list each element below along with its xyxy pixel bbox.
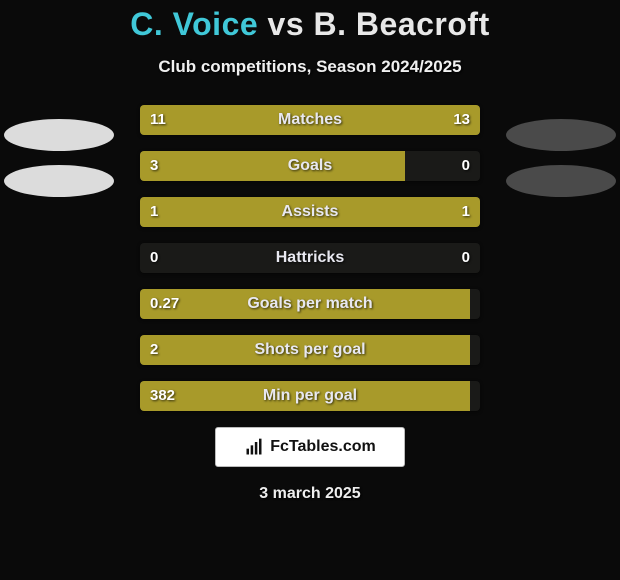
bar-chart-icon xyxy=(244,437,264,457)
stat-row: 00Hattricks xyxy=(140,243,480,273)
stat-bar-right xyxy=(296,105,480,135)
stat-bar-left xyxy=(140,197,310,227)
stats-area: 1113Matches 30Goals 11Assists 00Hattricks 0.… xyxy=(0,105,620,411)
comparison-card: C. Voice vs B. Beacroft Club competition… xyxy=(0,0,620,580)
stat-bars: 1113Matches 30Goals 11Assists 00Hattricks 0.… xyxy=(140,105,480,411)
player1-name: C. Voice xyxy=(130,6,258,42)
vs-label: vs xyxy=(268,6,305,42)
stat-bar-left xyxy=(140,105,296,135)
stat-row: 30Goals xyxy=(140,151,480,181)
player1-photo-placeholder-2 xyxy=(4,165,114,197)
stat-row: 382Min per goal xyxy=(140,381,480,411)
subtitle: Club competitions, Season 2024/2025 xyxy=(0,57,620,77)
stat-bar-left xyxy=(140,335,470,365)
watermark-text: FcTables.com xyxy=(270,438,376,456)
stat-row: 0.27Goals per match xyxy=(140,289,480,319)
stat-row: 1113Matches xyxy=(140,105,480,135)
stat-row: 2Shots per goal xyxy=(140,335,480,365)
player2-photo-placeholder-1 xyxy=(506,119,616,151)
player2-name: B. Beacroft xyxy=(314,6,490,42)
watermark-badge: FcTables.com xyxy=(215,427,405,467)
date-label: 3 march 2025 xyxy=(0,485,620,503)
stat-bar-left xyxy=(140,381,470,411)
page-title: C. Voice vs B. Beacroft xyxy=(0,0,620,43)
stat-row: 11Assists xyxy=(140,197,480,227)
stat-bar-left xyxy=(140,151,405,181)
player2-photo-placeholder-2 xyxy=(506,165,616,197)
stat-bar-left xyxy=(140,289,470,319)
stat-bar-right xyxy=(310,197,480,227)
player1-photo-placeholder-1 xyxy=(4,119,114,151)
